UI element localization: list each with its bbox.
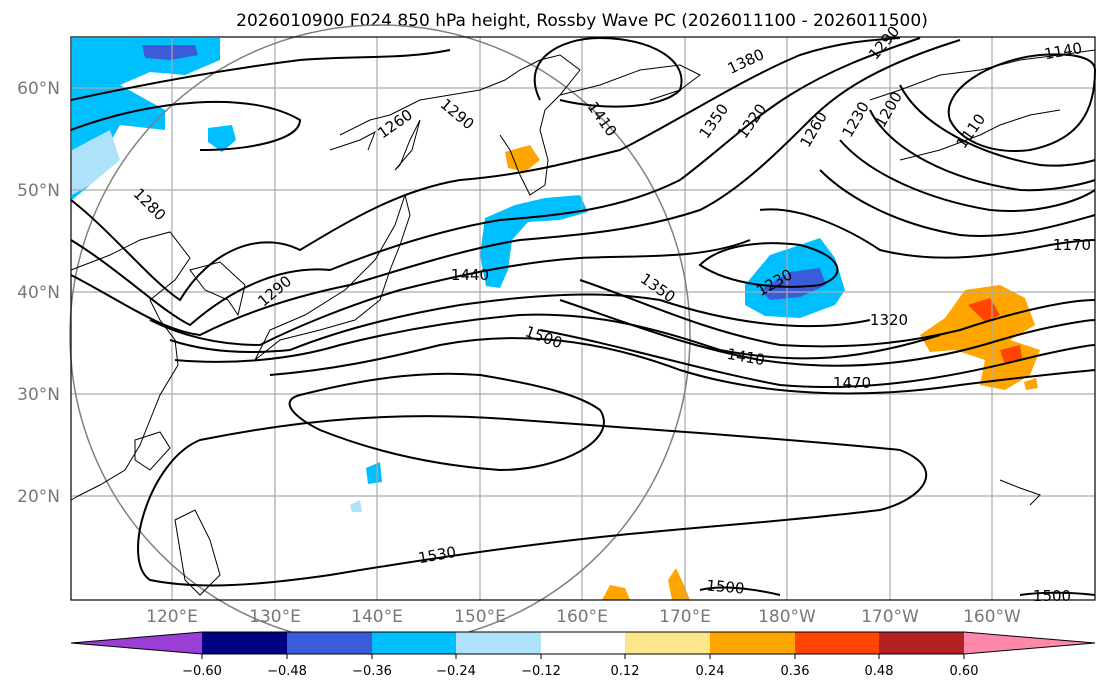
colorbar-tick-label: −0.48 xyxy=(267,664,307,679)
lat-label-50n: 50°N xyxy=(17,181,60,201)
map-border xyxy=(70,36,1096,601)
colorbar-segment xyxy=(710,632,795,654)
contour-label: 1500 xyxy=(1033,587,1071,605)
colorbar-tick-label: −0.60 xyxy=(182,664,222,679)
colorbar-tick-label: 0.36 xyxy=(781,664,810,679)
colorbar-tick-label: −0.12 xyxy=(521,664,561,679)
negative-anomaly-south-1 xyxy=(366,462,382,484)
latitude-labels: 60°N 50°N 40°N 30°N 20°N xyxy=(17,79,60,507)
lon-label-120e: 120°E xyxy=(146,607,198,627)
colorbar-tick-label: 0.12 xyxy=(611,664,640,679)
colorbar-extend-min xyxy=(71,632,202,654)
contour-label: 1320 xyxy=(870,311,908,329)
lon-label-150e: 150°E xyxy=(454,607,506,627)
colorbar-tick-label: −0.36 xyxy=(352,664,392,679)
colorbar-tick-label: 0.48 xyxy=(865,664,894,679)
colorbar: −0.60 −0.48 −0.36 −0.24 −0.12 0.12 0.24 … xyxy=(70,631,1096,679)
positive-anomaly-south-1 xyxy=(602,585,630,600)
lon-label-160e: 160°E xyxy=(556,607,608,627)
lon-label-140e: 140°E xyxy=(351,607,403,627)
negative-anomaly-nw-core xyxy=(142,45,198,60)
colorbar-segment xyxy=(287,632,372,654)
contour-label: 1470 xyxy=(833,374,871,392)
negative-anomaly-south-2 xyxy=(350,500,362,512)
lon-label-180w: 180°W xyxy=(758,607,816,627)
colorbar-segment xyxy=(795,632,879,654)
lon-label-170e: 170°E xyxy=(659,607,711,627)
map-area xyxy=(71,37,1095,600)
graticule xyxy=(71,37,1095,600)
colorbar-segment xyxy=(202,632,287,654)
colorbar-segment xyxy=(372,632,456,654)
height-contours xyxy=(70,36,1097,596)
colorbar-segment xyxy=(456,632,541,654)
contour-label: 1170 xyxy=(1053,236,1091,254)
positive-anomaly-okhotsk xyxy=(505,145,540,172)
lon-label-160w: 160°W xyxy=(963,607,1021,627)
lon-label-130e: 130°E xyxy=(249,607,301,627)
longitude-labels: 120°E 130°E 140°E 150°E 160°E 170°E 180°… xyxy=(146,607,1021,627)
positive-anomaly-ne-pacific xyxy=(920,285,1040,390)
colorbar-segment xyxy=(625,632,710,654)
colorbar-tick-label: 0.24 xyxy=(696,664,725,679)
lat-label-30n: 30°N xyxy=(17,385,60,405)
lat-label-60n: 60°N xyxy=(17,79,60,99)
lat-label-20n: 20°N xyxy=(17,487,60,507)
contour-label: 1500 xyxy=(706,576,746,597)
lon-label-170w: 170°W xyxy=(861,607,919,627)
lat-label-40n: 40°N xyxy=(17,283,60,303)
negative-anomaly-kuril xyxy=(480,195,588,288)
negative-anomaly-small xyxy=(208,125,236,152)
contour-label: 1440 xyxy=(451,266,489,284)
colorbar-extend-max xyxy=(964,632,1095,654)
colorbar-tick-label: 0.60 xyxy=(950,664,979,679)
positive-anomaly-dot xyxy=(1024,378,1038,390)
negative-anomaly-nw-edge xyxy=(72,130,120,195)
colorbar-segment xyxy=(879,632,964,654)
negative-anomaly-nw xyxy=(72,38,220,200)
colorbar-tick-label: −0.24 xyxy=(436,664,476,679)
coastlines xyxy=(70,49,1096,596)
colorbar-segment xyxy=(541,632,625,654)
